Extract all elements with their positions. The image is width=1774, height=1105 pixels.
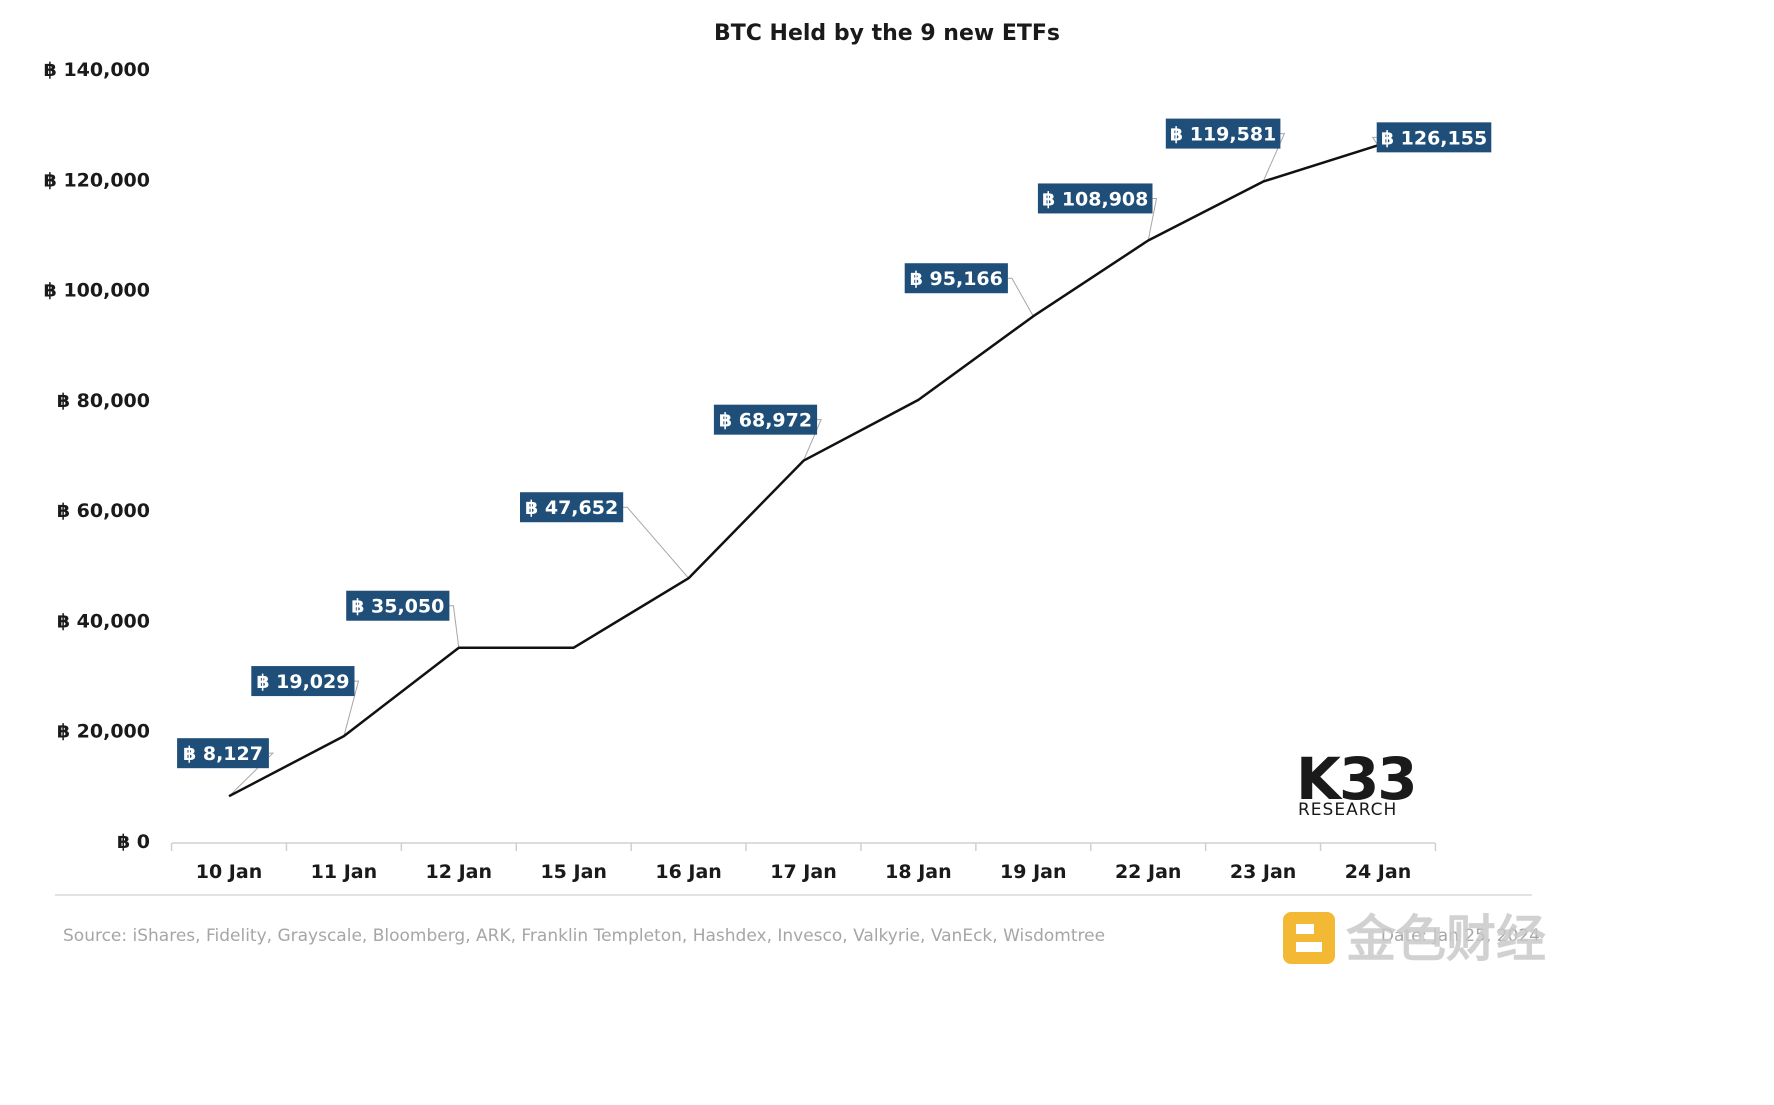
data-label-text: ฿ 19,029: [256, 671, 349, 693]
data-label-box: [177, 738, 269, 769]
x-axis-ticks: 10 Jan 11 Jan 12 Jan 15 Jan 16 Jan 17 Jan 18 J…: [170, 843, 1437, 883]
data-labels: ฿ 8,127 ฿ 19,029 ฿ 35,050 ฿ 47,652 ฿ 68,972 ฿…: [177, 118, 1492, 769]
data-label-box: [1376, 122, 1492, 153]
y-tick-label: ฿ 60,000: [57, 500, 150, 522]
data-label-text: ฿ 95,166: [910, 268, 1003, 290]
y-tick-label: ฿ 140,000: [44, 59, 150, 81]
watermark-logo-icon: [1283, 912, 1335, 964]
data-label-box: [713, 404, 818, 435]
data-label-leader: [1262, 133, 1286, 182]
data-label: ฿ 126,155: [1376, 122, 1492, 153]
y-tick-label: ฿ 120,000: [44, 169, 150, 191]
chart-title: BTC Held by the 9 new ETFs: [714, 21, 1060, 46]
date-text: Date: Jan 25, 2024: [1381, 926, 1540, 946]
data-label-leader: [623, 506, 689, 579]
data-label-leader: [228, 752, 275, 797]
x-tick-label: 15 Jan: [540, 861, 606, 883]
data-label-box: [346, 590, 450, 621]
data-label-box: [251, 666, 355, 697]
data-label: ฿ 108,908: [1037, 183, 1153, 214]
data-label-text: ฿ 119,581: [1170, 124, 1276, 146]
x-tick-label: 11 Jan: [311, 861, 377, 883]
watermark-text: 金色财经: [1346, 910, 1546, 968]
data-label-leader: [1007, 277, 1034, 317]
data-label-text: ฿ 35,050: [351, 596, 444, 618]
data-label-text: ฿ 68,972: [719, 410, 812, 432]
y-tick-label: ฿ 20,000: [57, 721, 150, 743]
data-label-leader: [803, 419, 822, 461]
data-label-text: ฿ 47,652: [525, 497, 618, 519]
data-label-box: [904, 263, 1008, 294]
data-label-box: [520, 492, 624, 523]
data-label: ฿ 68,972: [713, 404, 818, 435]
watermark: 金色财经: [1283, 910, 1546, 968]
x-tick-label: 22 Jan: [1115, 861, 1181, 883]
logo-main-text: K33: [1296, 745, 1416, 813]
y-tick-label: ฿ 100,000: [44, 280, 150, 302]
data-label: ฿ 35,050: [346, 590, 450, 621]
data-label-text: ฿ 126,155: [1381, 127, 1487, 149]
data-label: ฿ 47,652: [520, 492, 624, 523]
logo-sub-text: RESEARCH: [1298, 800, 1397, 820]
y-axis-ticks: ฿ 0 ฿ 20,000 ฿ 40,000 ฿ 60,000 ฿ 80,000 ฿ 100…: [44, 59, 150, 853]
y-tick-label: ฿ 40,000: [57, 610, 150, 632]
data-label-leader: [1371, 136, 1379, 146]
data-label: ฿ 95,166: [904, 263, 1008, 294]
k33-logo: K33 RESEARCH: [1296, 745, 1418, 820]
x-tick-label: 16 Jan: [655, 861, 721, 883]
x-tick-label: 17 Jan: [770, 861, 836, 883]
data-label: ฿ 19,029: [251, 666, 355, 697]
data-label-leader: [343, 680, 360, 737]
data-label: ฿ 119,581: [1165, 118, 1281, 149]
data-label-leader: [449, 605, 460, 648]
x-tick-label: 18 Jan: [885, 861, 951, 883]
x-tick-label: 23 Jan: [1230, 861, 1296, 883]
data-label: ฿ 8,127: [177, 738, 269, 769]
x-tick-label: 19 Jan: [1000, 861, 1066, 883]
y-tick-label: ฿ 80,000: [57, 390, 150, 412]
data-label-box: [1165, 118, 1281, 149]
source-text: Source: iShares, Fidelity, Grayscale, Bl…: [63, 926, 1105, 946]
series-line: [228, 144, 1379, 798]
label-leader-lines: [228, 133, 1379, 797]
data-label-text: ฿ 8,127: [183, 743, 263, 765]
y-tick-label: ฿ 0: [117, 831, 150, 853]
x-tick-label: 10 Jan: [196, 861, 262, 883]
x-tick-label: 24 Jan: [1345, 861, 1411, 883]
data-label-box: [1037, 183, 1153, 214]
x-tick-label: 12 Jan: [426, 861, 492, 883]
data-label-leader: [1147, 197, 1158, 241]
data-label-text: ฿ 108,908: [1042, 188, 1148, 210]
